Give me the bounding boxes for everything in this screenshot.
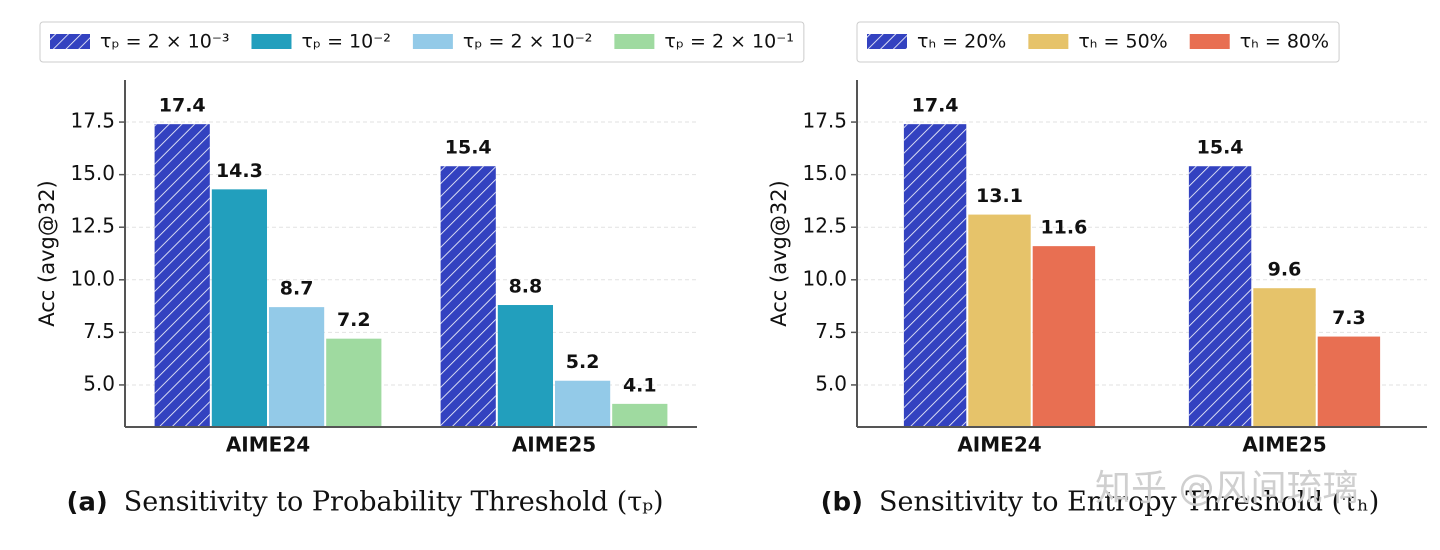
value-label: 17.4 [159,95,206,117]
y-tick-label: 17.5 [802,109,847,133]
y-tick-label: 10.0 [70,266,115,290]
bar-hatch [440,166,496,427]
legend-swatch [251,34,292,49]
legend-swatch [412,34,453,49]
caption-label: (b) [821,488,863,518]
bar [968,214,1031,427]
bar [612,403,668,427]
caption-label: (a) [66,488,107,518]
y-tick-label: 5.0 [83,371,115,395]
caption-text: Sensitivity to Probability Threshold (τₚ… [124,487,664,518]
legend-swatch [1189,34,1230,49]
y-tick-label: 12.5 [70,214,115,238]
legend-label: τₕ = 50% [1078,31,1167,53]
y-axis-label: Acc (avg@32) [767,180,791,327]
value-label: 13.1 [976,185,1023,207]
bar [1032,246,1096,427]
y-axis-label: Acc (avg@32) [35,180,59,327]
value-label: 14.3 [216,160,263,182]
legend-label: τₚ = 2 × 10⁻¹ [664,31,793,53]
legend-box [856,21,1340,63]
value-label: 8.8 [509,276,543,298]
legend-swatch [1028,34,1069,49]
y-tick-label: 15.0 [802,161,847,185]
value-label: 11.6 [1040,217,1087,239]
legend-hatch [867,34,907,49]
watermark: 知乎 @风间琉璃 [1095,468,1358,509]
bar [1317,336,1381,427]
y-tick-label: 12.5 [802,214,847,238]
caption: (a) Sensitivity to Probability Threshold … [66,487,663,518]
value-label: 4.1 [623,374,657,396]
x-tick-label: AIME24 [957,433,1041,457]
bar [211,189,267,427]
value-label: 9.6 [1268,259,1302,281]
bar [555,380,611,427]
value-label: 17.4 [912,95,959,117]
value-label: 15.4 [445,137,492,159]
value-label: 15.4 [1197,137,1244,159]
legend-label: τₚ = 2 × 10⁻³ [100,31,229,53]
bar [269,307,325,427]
y-tick-label: 10.0 [802,266,847,290]
bar-hatch [903,124,967,427]
bar [326,338,382,427]
caption: (b) Sensitivity to Entropy Threshold (τₕ) [821,487,1380,518]
value-label: 7.2 [337,309,371,331]
legend-label: τₕ = 80% [1240,31,1329,53]
legend-label: τₕ = 20% [917,31,1006,53]
legend-swatch [614,34,655,49]
y-tick-label: 17.5 [70,109,115,133]
legend: τₚ = 2 × 10⁻³ τₚ = 10⁻² τₚ = 2 × 10⁻² τₚ = … [39,21,805,63]
y-tick-label: 7.5 [83,319,115,343]
bar-hatch [154,124,210,427]
caption-text: Sensitivity to Entropy Threshold (τₕ) [879,487,1379,518]
x-tick-label: AIME25 [512,433,596,457]
y-tick-label: 7.5 [815,319,847,343]
legend-hatch [50,34,90,49]
bar [1253,288,1316,427]
y-tick-label: 5.0 [815,371,847,395]
x-tick-label: AIME25 [1242,433,1326,457]
value-label: 5.2 [566,351,600,373]
value-label: 8.7 [280,278,314,300]
legend-label: τₚ = 2 × 10⁻² [463,31,592,53]
legend-label: τₚ = 10⁻² [301,31,390,53]
x-tick-label: AIME24 [226,433,310,457]
bar [497,305,553,427]
value-label: 7.3 [1332,307,1366,329]
bar-hatch [1188,166,1252,427]
y-tick-label: 15.0 [70,161,115,185]
legend: τₕ = 20% τₕ = 50% τₕ = 80% [856,21,1340,63]
